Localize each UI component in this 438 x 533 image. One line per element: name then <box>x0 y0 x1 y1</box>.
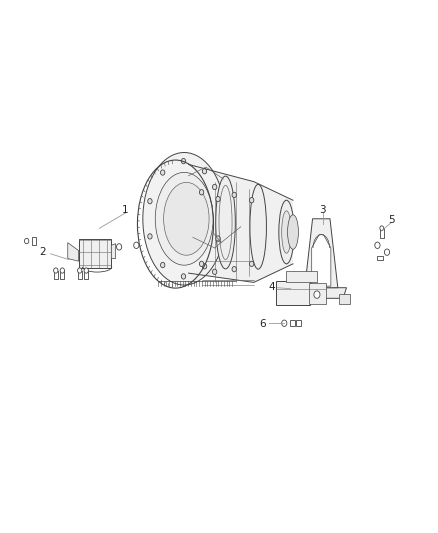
Circle shape <box>216 236 220 241</box>
Circle shape <box>53 268 58 273</box>
Circle shape <box>25 238 29 244</box>
Circle shape <box>232 266 237 272</box>
Circle shape <box>117 244 122 250</box>
Bar <box>380 228 384 238</box>
Circle shape <box>250 261 254 266</box>
Circle shape <box>199 190 204 195</box>
Circle shape <box>314 291 320 298</box>
Circle shape <box>78 268 82 273</box>
Polygon shape <box>305 219 338 288</box>
Text: 1: 1 <box>122 205 129 215</box>
Ellipse shape <box>288 215 298 249</box>
Circle shape <box>60 268 64 273</box>
Bar <box>296 320 301 326</box>
Circle shape <box>250 198 254 203</box>
Circle shape <box>134 242 139 248</box>
Polygon shape <box>68 243 79 261</box>
Circle shape <box>232 192 237 198</box>
Bar <box>339 294 350 304</box>
Circle shape <box>202 264 207 269</box>
Bar <box>309 284 326 304</box>
Text: 5: 5 <box>388 215 395 225</box>
Bar <box>286 271 317 282</box>
Circle shape <box>148 198 152 204</box>
Circle shape <box>160 262 165 268</box>
Bar <box>32 237 36 245</box>
Ellipse shape <box>282 211 291 253</box>
Circle shape <box>148 234 152 239</box>
Circle shape <box>375 242 380 248</box>
Circle shape <box>380 226 384 231</box>
Ellipse shape <box>216 176 235 269</box>
Circle shape <box>212 269 217 274</box>
Circle shape <box>216 196 220 201</box>
Polygon shape <box>111 244 116 259</box>
Circle shape <box>282 320 287 326</box>
Circle shape <box>202 168 207 174</box>
Polygon shape <box>312 235 331 286</box>
Ellipse shape <box>250 184 266 269</box>
Circle shape <box>385 249 390 255</box>
Circle shape <box>212 184 217 190</box>
Text: 2: 2 <box>39 247 46 257</box>
Bar <box>84 271 88 279</box>
Bar <box>60 271 64 279</box>
Circle shape <box>84 268 88 273</box>
Bar <box>293 294 304 304</box>
Text: 3: 3 <box>319 205 326 215</box>
Bar <box>276 281 311 305</box>
Ellipse shape <box>143 152 226 285</box>
Ellipse shape <box>164 182 209 255</box>
Bar <box>377 256 383 260</box>
Text: 4: 4 <box>268 281 275 292</box>
Ellipse shape <box>155 172 213 265</box>
Bar <box>290 320 295 326</box>
Polygon shape <box>188 165 293 282</box>
Circle shape <box>181 274 186 279</box>
Circle shape <box>199 261 204 266</box>
Bar <box>54 271 58 279</box>
Ellipse shape <box>279 200 294 264</box>
Circle shape <box>181 158 186 164</box>
Text: 6: 6 <box>259 319 266 329</box>
Bar <box>78 271 82 279</box>
Polygon shape <box>296 288 346 298</box>
Bar <box>79 239 111 268</box>
Circle shape <box>160 170 165 175</box>
